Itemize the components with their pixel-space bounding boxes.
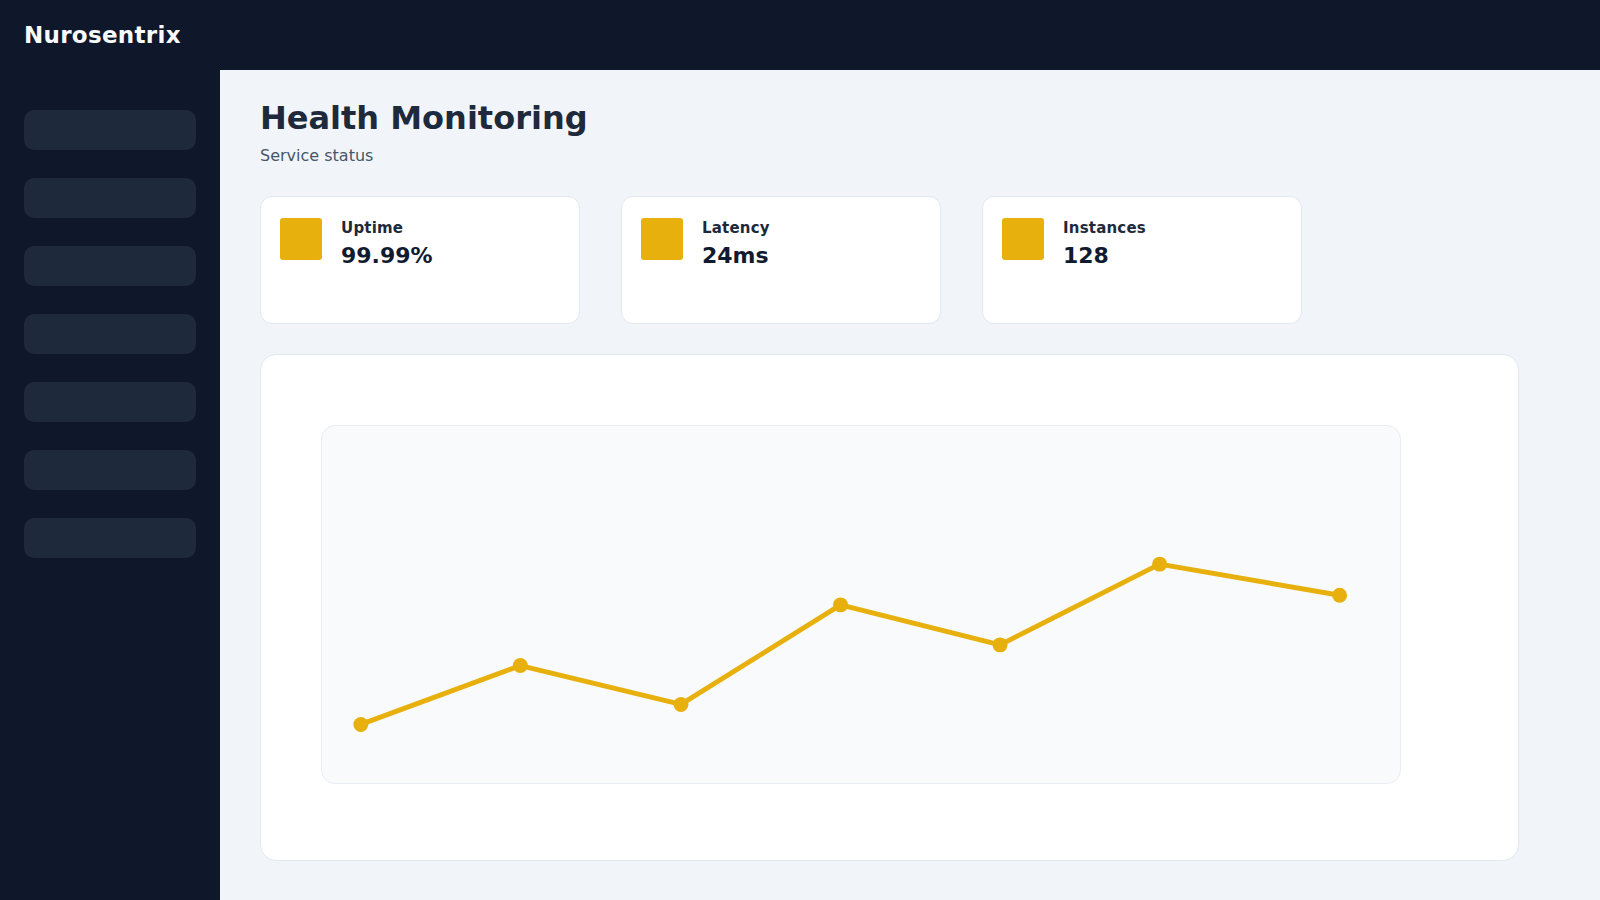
chart-data-point bbox=[673, 697, 688, 712]
chart-line bbox=[361, 564, 1340, 724]
chart-data-point bbox=[1332, 588, 1347, 603]
chart-data-point bbox=[513, 658, 528, 673]
chart-data-point bbox=[1152, 557, 1167, 572]
stat-card-latency: Latency 24ms bbox=[621, 196, 941, 324]
chart-data-point bbox=[833, 597, 848, 612]
uptime-metric-icon bbox=[280, 218, 322, 260]
stat-label: Uptime bbox=[341, 219, 433, 237]
sidebar-skeleton-item[interactable] bbox=[24, 518, 196, 558]
chart-data-point bbox=[353, 717, 368, 732]
sidebar-skeleton-item[interactable] bbox=[24, 450, 196, 490]
sidebar bbox=[0, 0, 220, 900]
sidebar-skeleton-item[interactable] bbox=[24, 110, 196, 150]
stat-value: 24ms bbox=[702, 243, 770, 268]
stat-card-uptime: Uptime 99.99% bbox=[260, 196, 580, 324]
top-bar: Nurosentrix bbox=[0, 0, 1600, 70]
stat-label: Instances bbox=[1063, 219, 1146, 237]
chart-data-point bbox=[993, 637, 1008, 652]
sidebar-skeleton-item[interactable] bbox=[24, 246, 196, 286]
page-subtitle: Service status bbox=[260, 146, 1600, 165]
sidebar-skeleton-item[interactable] bbox=[24, 382, 196, 422]
sidebar-nav bbox=[0, 0, 220, 558]
stat-label: Latency bbox=[702, 219, 770, 237]
stats-row: Uptime 99.99% Latency 24ms Instances 128 bbox=[260, 196, 1600, 324]
latency-metric-icon bbox=[641, 218, 683, 260]
stat-value: 128 bbox=[1063, 243, 1146, 268]
main-content: Health Monitoring Service status Uptime … bbox=[220, 70, 1600, 900]
chart-card bbox=[260, 354, 1519, 861]
page-title: Health Monitoring bbox=[260, 99, 1600, 137]
instances-metric-icon bbox=[1002, 218, 1044, 260]
brand-logo[interactable]: Nurosentrix bbox=[24, 22, 181, 48]
sidebar-skeleton-item[interactable] bbox=[24, 314, 196, 354]
sidebar-skeleton-item[interactable] bbox=[24, 178, 196, 218]
stat-card-instances: Instances 128 bbox=[982, 196, 1302, 324]
chart-panel bbox=[321, 425, 1401, 784]
stat-value: 99.99% bbox=[341, 243, 433, 268]
line-chart-svg bbox=[322, 426, 1400, 783]
